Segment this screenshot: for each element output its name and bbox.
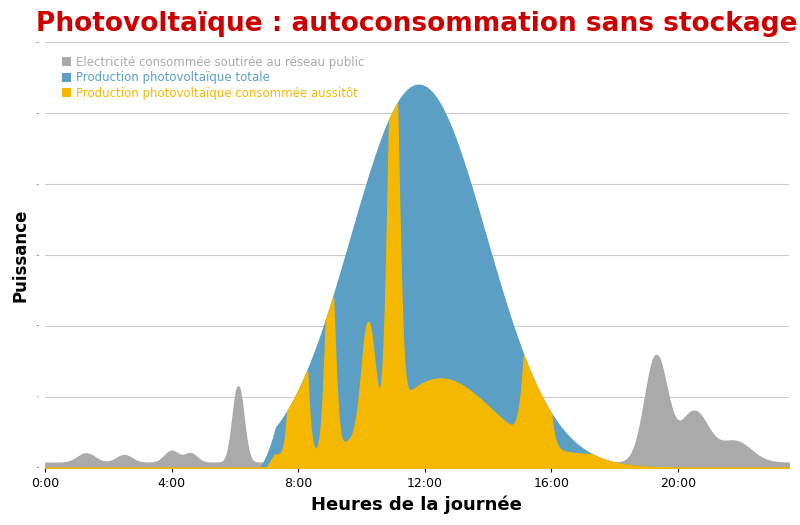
X-axis label: Heures de la journée: Heures de la journée: [311, 496, 522, 514]
Title: Photovoltaïque : autoconsommation sans stockage: Photovoltaïque : autoconsommation sans s…: [36, 11, 798, 37]
Y-axis label: Puissance: Puissance: [11, 208, 29, 302]
Legend: Electricité consommée soutirée au réseau public, Production photovoltaïque total: Electricité consommée soutirée au réseau…: [58, 52, 368, 103]
